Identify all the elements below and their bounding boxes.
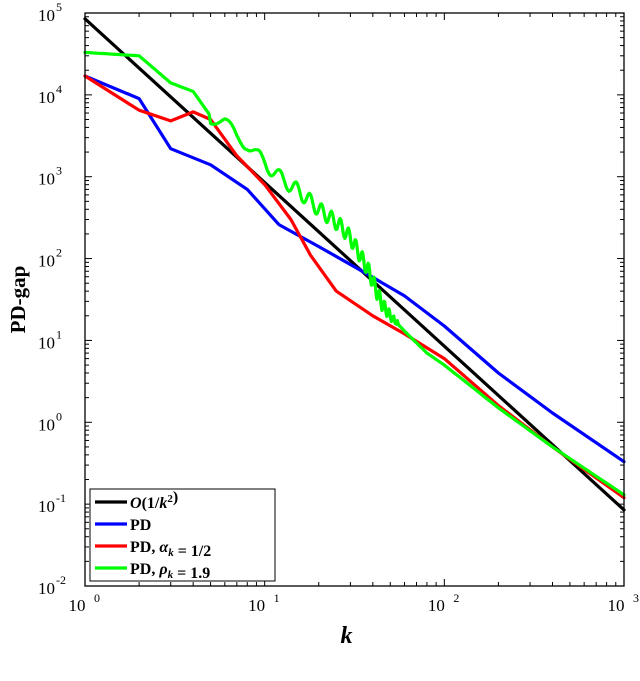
- x-tick-label: 10: [69, 596, 86, 615]
- series-line-3: [83, 50, 626, 497]
- x-tick-label: 10: [428, 596, 445, 615]
- axes: 10 0 10 1 10 2 10 310 -210 -110 010 110 210 310 410 5kP…: [6, 0, 639, 649]
- y-tick-label: 10: [38, 579, 55, 598]
- y-tick-exponent: 4: [56, 82, 62, 96]
- x-tick-exponent: 2: [453, 591, 459, 605]
- y-tick-label: 10: [38, 415, 55, 434]
- x-axis-label: k: [341, 623, 353, 649]
- legend: O(1/k2) PD PD, αk = 1/2PD, ρk = 1.9: [89, 488, 276, 582]
- x-tick-exponent: 1: [274, 591, 280, 605]
- series-line-2: [83, 74, 626, 500]
- y-tick-label: 10: [38, 252, 55, 271]
- series-line-0: [83, 17, 626, 512]
- y-tick-exponent: -1: [56, 491, 66, 505]
- x-tick-label: 10: [248, 596, 265, 615]
- plot-frame: [84, 12, 625, 587]
- legend-label-3: PD, ρk = 1.9: [130, 561, 210, 582]
- legend-label-0: O(1/k2): [130, 489, 178, 512]
- y-tick-label: 10: [38, 170, 55, 189]
- y-tick-label: 10: [38, 333, 55, 352]
- y-tick-exponent: 0: [56, 409, 62, 423]
- y-tick-exponent: 1: [56, 327, 62, 341]
- x-tick-exponent: 0: [94, 591, 100, 605]
- y-tick-label: 10: [38, 88, 55, 107]
- y-tick-exponent: -2: [56, 573, 66, 587]
- y-tick-exponent: 5: [56, 0, 62, 14]
- y-axis-label: PD-gap: [6, 266, 30, 334]
- series-line-1: [83, 74, 626, 464]
- x-tick-label: 10: [608, 596, 625, 615]
- plot-area: [83, 17, 626, 512]
- legend-label-2: PD, αk = 1/2: [130, 539, 211, 560]
- y-tick-label: 10: [38, 6, 55, 25]
- y-tick-exponent: 2: [56, 246, 62, 260]
- x-tick-exponent: 3: [633, 591, 639, 605]
- legend-label-1: PD: [130, 517, 151, 534]
- y-tick-label: 10: [38, 497, 55, 516]
- legend-box: [89, 488, 276, 582]
- y-tick-exponent: 3: [56, 164, 62, 178]
